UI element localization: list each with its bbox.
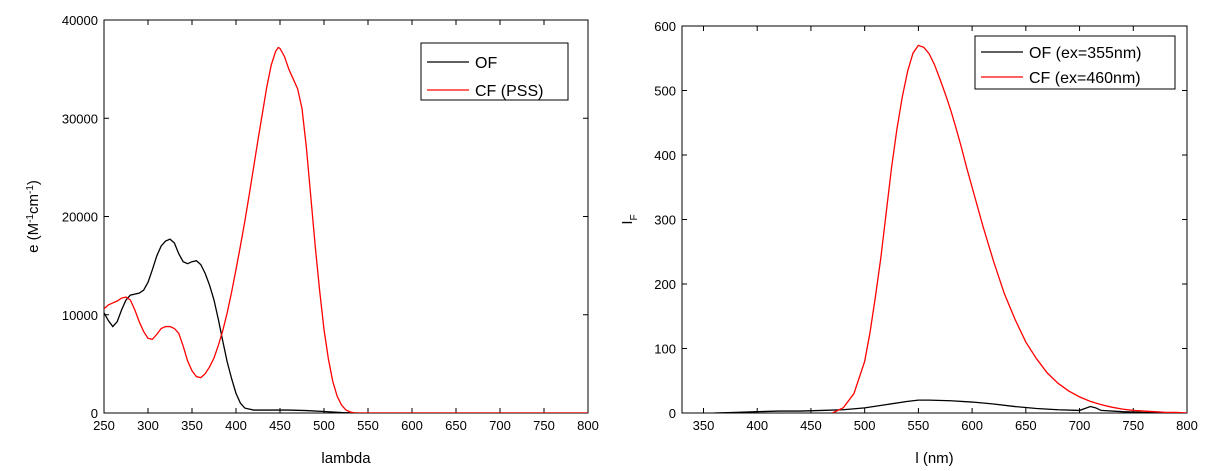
- x-tick-label: 250: [93, 418, 115, 433]
- x-tick-label: 450: [800, 418, 822, 433]
- legend-label: OF (ex=355nm): [1029, 45, 1141, 62]
- x-tick-label: 350: [181, 418, 203, 433]
- y-tick-label: 400: [654, 148, 676, 163]
- series-line-2: [104, 46, 588, 413]
- y-tick-label: 100: [654, 342, 676, 357]
- x-tick-label: 750: [533, 418, 555, 433]
- y-tick-label: 10000: [62, 308, 98, 323]
- x-tick-label: 550: [908, 418, 930, 433]
- y-tick-label: 200: [654, 277, 676, 292]
- y-axis-label-sub: F: [629, 214, 640, 220]
- x-tick-label: 500: [854, 418, 876, 433]
- x-tick-label: 350: [693, 418, 715, 433]
- y-tick-label: 500: [654, 84, 676, 99]
- y-axis-label: IF: [619, 214, 640, 224]
- fluorescence-chart: 350 400 450 500 550 600 650 700 750 800 0 100 200 300…: [619, 19, 1198, 467]
- x-tick-label: 600: [961, 418, 983, 433]
- y-axis-label: e (M-1cm-1): [25, 180, 42, 253]
- y-axis-label-main: e (M: [25, 223, 42, 253]
- y-axis-label-sup: -1: [25, 214, 36, 223]
- x-tick-label: 650: [445, 418, 467, 433]
- x-axis-label: l (nm): [915, 450, 953, 467]
- legend-label: OF: [475, 55, 497, 72]
- y-axis-label-mid: cm: [25, 194, 42, 214]
- x-tick-label: 800: [577, 418, 599, 433]
- x-tick-label: 700: [489, 418, 511, 433]
- x-tick-label: 750: [1122, 418, 1144, 433]
- series-line-1: [714, 399, 1187, 413]
- y-tick-label: 30000: [62, 111, 98, 126]
- x-tick-label: 800: [1176, 418, 1198, 433]
- x-tick-label: 400: [746, 418, 768, 433]
- x-tick-label: 650: [1015, 418, 1037, 433]
- y-tick-label: 40000: [62, 13, 98, 28]
- absorption-chart: 250 300 350 400 450 500 550 600 650 700 750 800 0 100…: [25, 13, 599, 467]
- y-tick-label: 300: [654, 213, 676, 228]
- y-tick-label: 0: [669, 406, 676, 421]
- y-axis-label-sup: -1: [25, 185, 36, 194]
- series-line-2: [832, 44, 1187, 413]
- legend-box: [974, 35, 1176, 90]
- y-axis-label-main: I: [619, 220, 636, 224]
- y-tick-label: 0: [91, 406, 98, 421]
- x-tick-label: 700: [1069, 418, 1091, 433]
- x-tick-label: 400: [225, 418, 247, 433]
- legend-label: CF (ex=460nm): [1029, 70, 1141, 87]
- x-tick-label: 500: [313, 418, 335, 433]
- legend-label: CF (PSS): [475, 83, 543, 100]
- y-axis-label-end: ): [25, 180, 42, 185]
- x-axis-label: lambda: [321, 450, 371, 467]
- series-line-1: [104, 238, 588, 413]
- x-tick-label: 550: [357, 418, 379, 433]
- y-tick-label: 600: [654, 19, 676, 34]
- x-tick-label: 450: [269, 418, 291, 433]
- x-tick-label: 600: [401, 418, 423, 433]
- x-tick-label: 300: [137, 418, 159, 433]
- y-tick-label: 20000: [62, 210, 98, 225]
